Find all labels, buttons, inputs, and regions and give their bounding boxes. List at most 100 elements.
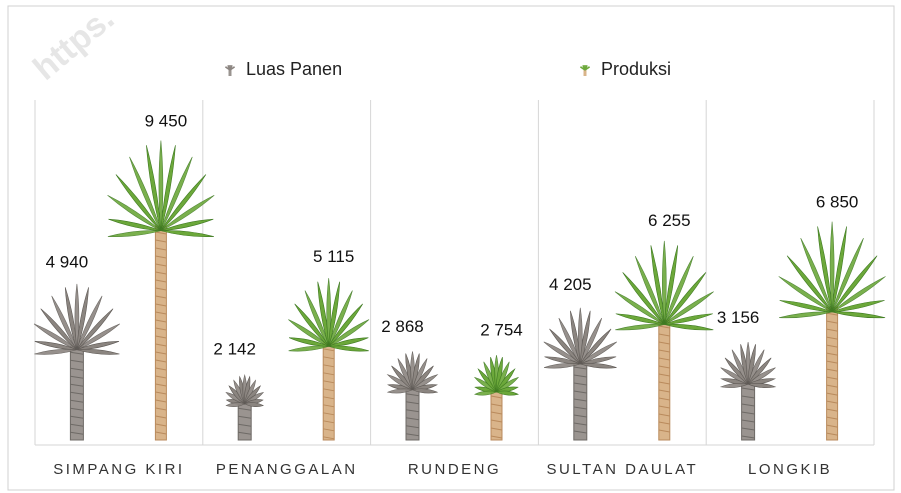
leaf [328, 319, 370, 347]
leaf [107, 230, 161, 237]
leaf [615, 323, 665, 331]
trunk-ring [658, 413, 670, 417]
leaf [160, 195, 215, 232]
trunk-ring [826, 408, 838, 412]
trunk-ring [238, 431, 252, 435]
leaf [634, 256, 665, 325]
trunk-ring [155, 399, 167, 403]
trunk-ring [323, 356, 335, 360]
trunk-ring [70, 399, 84, 403]
leaf [543, 363, 581, 369]
trunk-ring [490, 427, 503, 431]
value-label: 4 205 [549, 275, 592, 294]
leaf [288, 319, 329, 347]
trunk-ring [741, 395, 755, 399]
leaf [622, 272, 665, 325]
leaf [662, 240, 667, 325]
trunk-ring [405, 401, 420, 405]
leaf [115, 174, 162, 231]
leaf [831, 237, 864, 313]
trunk-ring [826, 320, 838, 324]
trunk-ring [323, 388, 335, 392]
trunk-ring [70, 383, 84, 387]
trunk-ring [155, 407, 167, 411]
tree-bar [386, 351, 439, 441]
leaf [294, 303, 329, 347]
trunk-ring [238, 407, 252, 411]
legend-leaf [584, 66, 591, 71]
trunk-ring [155, 263, 167, 267]
leaf [160, 145, 176, 231]
chart-border [7, 5, 895, 491]
trunk-ring [658, 365, 670, 369]
x-tick-label: SULTAN DAULAT [546, 461, 698, 478]
trunk-ring [573, 374, 587, 378]
leaf [615, 313, 665, 325]
trunk-ring [155, 319, 167, 323]
leaf [832, 311, 886, 319]
leaf [158, 140, 164, 231]
leaf [664, 291, 714, 325]
leaf [664, 272, 707, 325]
trunk-ring [155, 279, 167, 283]
trunk-ring [155, 231, 167, 235]
trunk-ring [155, 423, 167, 427]
tree-bar [288, 278, 370, 441]
trunk-ring [826, 424, 838, 428]
trunk-ring [155, 367, 167, 371]
trunk-ring [155, 271, 167, 275]
leaf [664, 245, 679, 325]
trunk-ring [405, 393, 420, 397]
trunk-ring [826, 416, 838, 420]
trunk-ring [155, 415, 167, 419]
leaf [304, 290, 329, 347]
legend-trunk [583, 69, 587, 76]
leaf [108, 218, 162, 232]
leaf [474, 390, 498, 396]
trunk-ring [323, 380, 335, 384]
leaf [76, 349, 120, 355]
leaf [107, 195, 162, 232]
trunk-ring [155, 359, 167, 363]
leaf [76, 323, 120, 351]
leaf [328, 337, 369, 347]
trunk-ring [70, 407, 84, 411]
trunk-ring [658, 349, 670, 353]
trunk-ring [658, 405, 670, 409]
leaf [76, 341, 120, 351]
tree-bar [225, 374, 265, 441]
trunk-ring [658, 325, 670, 329]
trunk-ring [405, 433, 420, 437]
trunk-ring [238, 415, 252, 419]
leaf [288, 345, 329, 352]
tree-bar [107, 140, 215, 441]
leaf [580, 310, 591, 365]
trunk-ring [658, 429, 670, 433]
value-label: 9 450 [145, 111, 188, 130]
leaf [34, 349, 77, 355]
leaf [831, 276, 886, 313]
x-tick-label: PENANGGALAN [216, 461, 358, 478]
trunk-ring [405, 417, 420, 421]
trunk-ring [70, 359, 84, 363]
trunk-ring [658, 389, 670, 393]
leaf [580, 328, 612, 365]
leaf [40, 308, 78, 351]
trunk-ring [573, 422, 587, 426]
trunk-ring [573, 382, 587, 386]
trunk-ring [490, 395, 503, 399]
trunk-ring [155, 351, 167, 355]
trunk-ring [573, 414, 587, 418]
leaf [34, 341, 78, 351]
tree-bar [719, 341, 777, 441]
legend-label: Luas Panen [246, 59, 342, 79]
leaf [51, 295, 78, 350]
trunk-ring [323, 404, 335, 408]
leaf [831, 226, 847, 312]
trunk-ring [490, 403, 503, 407]
leaf [160, 230, 214, 237]
tree-bar [33, 283, 120, 441]
tree-bar [543, 307, 617, 441]
trunk-ring [70, 415, 84, 419]
